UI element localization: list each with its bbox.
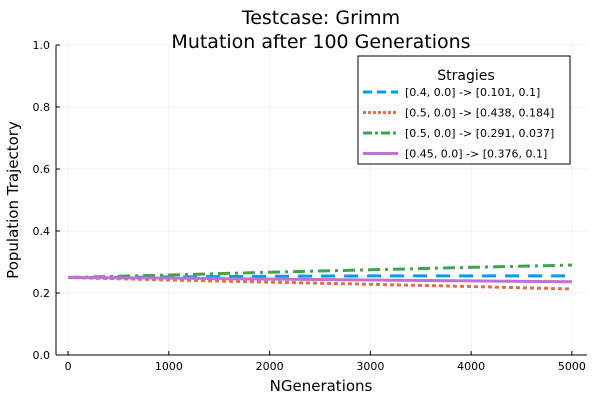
legend-label-3: [0.5, 0.0] -> [0.291, 0.037] (405, 127, 554, 140)
legend-label-1: [0.4, 0.0] -> [0.101, 0.1] (405, 86, 540, 99)
legend-label-2: [0.5, 0.0] -> [0.438, 0.184] (405, 107, 554, 120)
x-tick-label: 3000 (356, 360, 384, 373)
chart-subtitle: Mutation after 100 Generations (171, 31, 470, 53)
legend-title: Stragies (437, 68, 494, 84)
y-tick-label: 1.0 (33, 39, 51, 52)
legend: Stragies [0.4, 0.0] -> [0.101, 0.1] [0.5, … (357, 55, 571, 165)
series-layer (68, 263, 572, 291)
y-tick-label: 0.0 (33, 349, 51, 362)
series-line-3 (68, 263, 572, 279)
x-tick-label: 1000 (155, 360, 183, 373)
series-line-1 (68, 274, 572, 279)
legend-label-4: [0.45, 0.0] -> [0.376, 0.1] (405, 148, 547, 161)
axes: 0 1000 2000 3000 4000 5000 0.0 0.2 0.4 0.6 0.8 1.0 (33, 39, 587, 373)
x-axis-label: NGenerations (270, 377, 373, 395)
y-axis-label: Population Trajectory (4, 121, 22, 279)
y-tick-label: 0.2 (33, 287, 51, 300)
y-tick-label: 0.4 (33, 225, 51, 238)
y-tick-label: 0.8 (33, 101, 51, 114)
series-line-4 (68, 276, 572, 284)
x-tick-label: 0 (65, 360, 72, 373)
x-tick-label: 5000 (558, 360, 586, 373)
series-line-2 (68, 276, 572, 291)
y-tick-label: 0.6 (33, 163, 51, 176)
x-tick-label: 2000 (256, 360, 284, 373)
legend-box (357, 55, 571, 165)
x-tick-label: 4000 (457, 360, 485, 373)
chart-title: Testcase: Grimm (241, 7, 400, 29)
